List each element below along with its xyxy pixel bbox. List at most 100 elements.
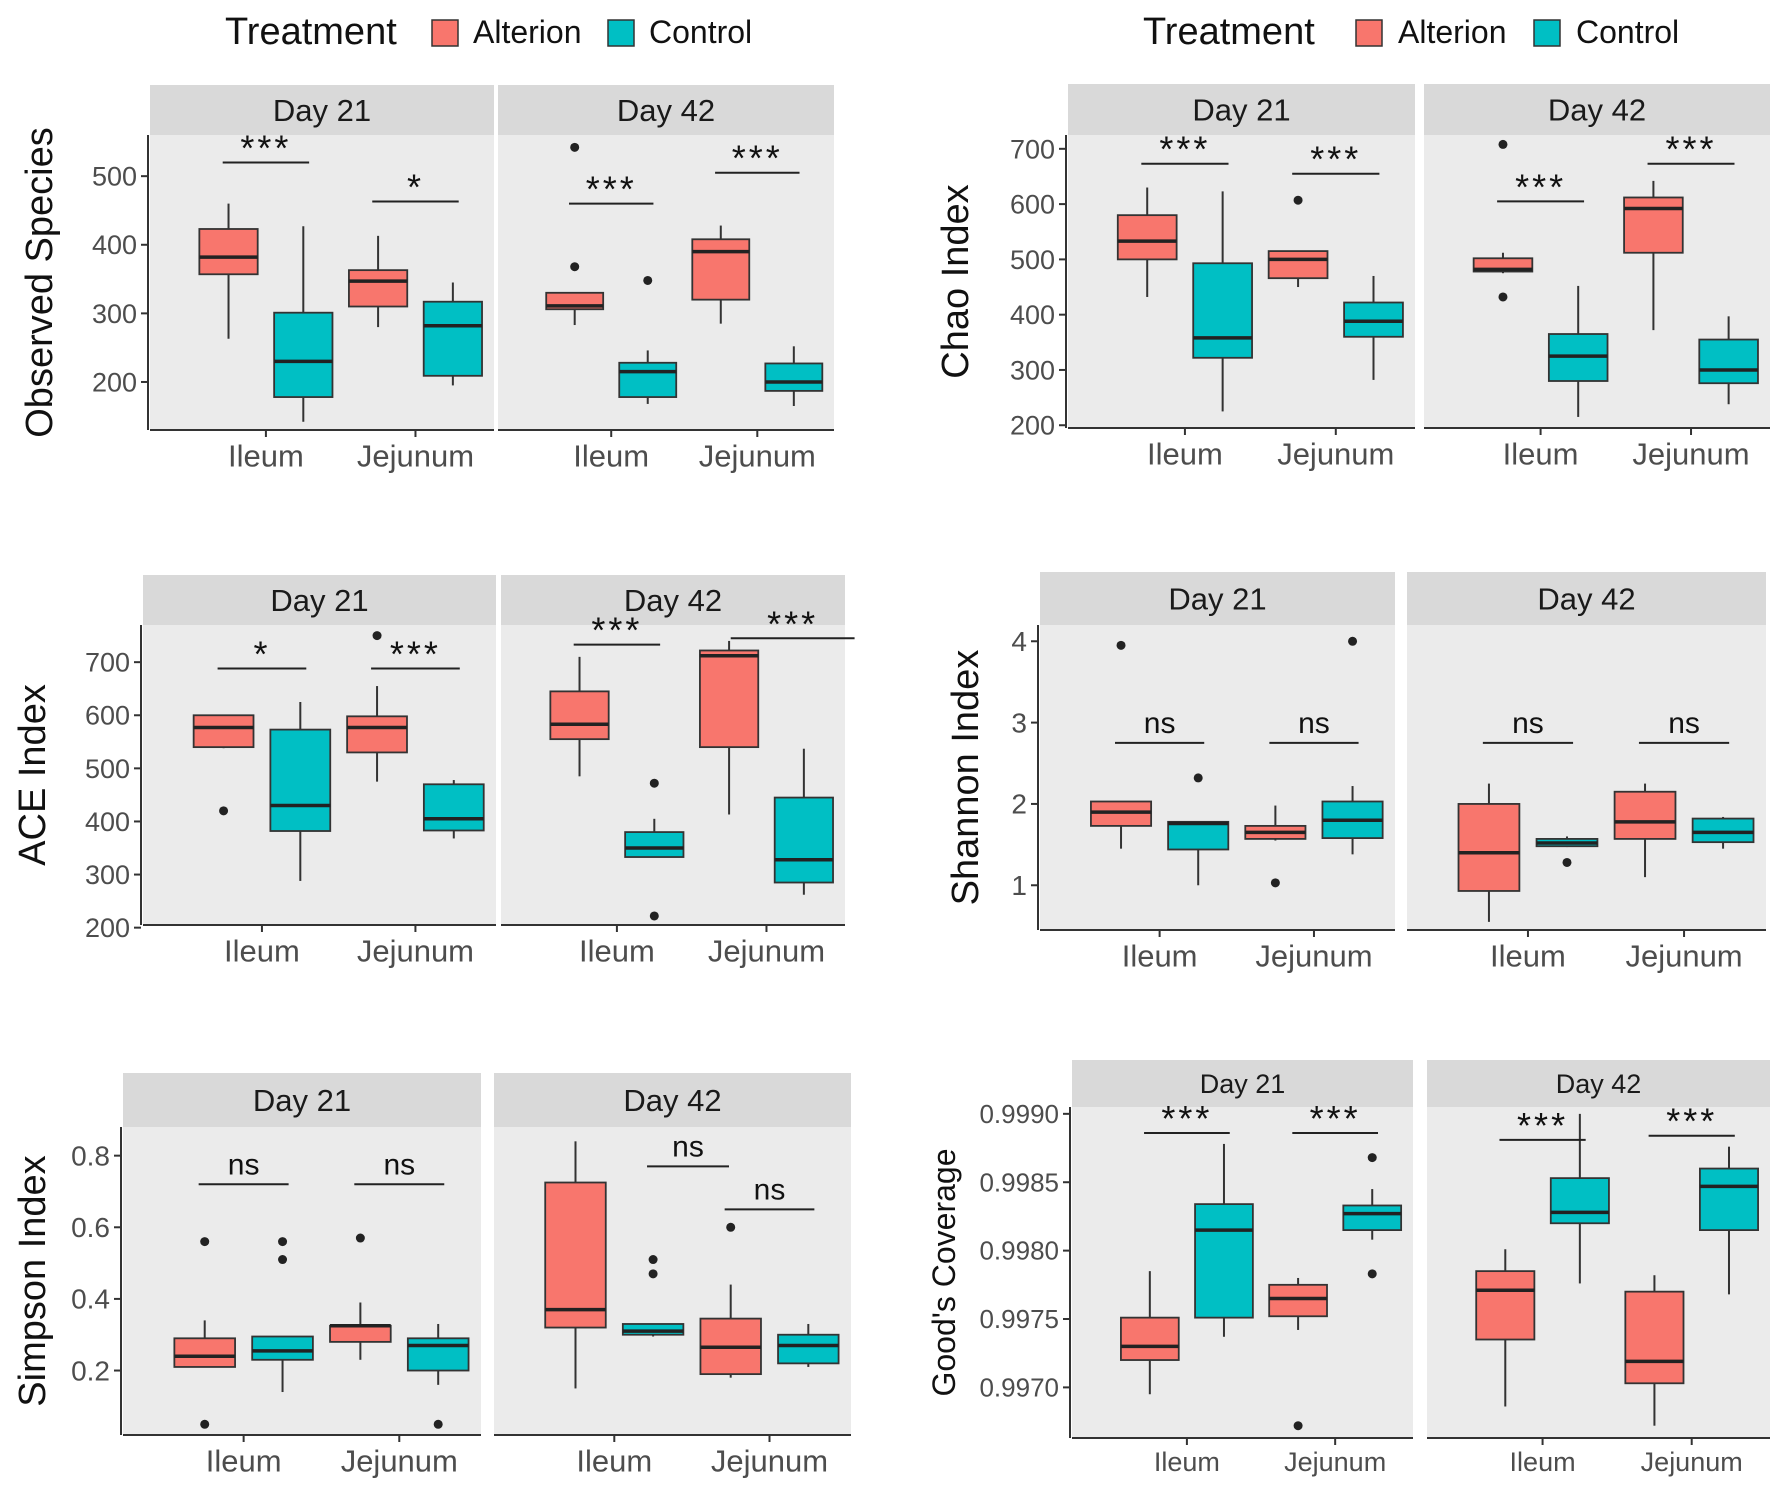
box-iqr [1549,1177,1610,1225]
facet-strip [498,85,834,135]
significance-label: *** [586,169,637,210]
outlier-point [726,1222,736,1232]
x-tick-label: Jejunum [1632,436,1749,471]
legend-left: Treatment Alterion Control [225,11,752,53]
box-alterion [173,1237,236,1429]
outlier-point [1498,139,1508,149]
box-alterion [1457,783,1521,922]
outlier-point [200,1237,210,1247]
box-iqr [1624,1290,1685,1385]
y-tick-label: 3 [1011,707,1027,738]
legend-swatch-control [1533,19,1561,47]
box-alterion [1267,195,1329,288]
box-control [422,780,485,839]
significance-label: ns [383,1148,415,1181]
facet-strip [123,1073,481,1127]
significance-label: *** [1161,1098,1212,1139]
box-iqr [251,1335,314,1361]
box-iqr [1698,338,1759,385]
significance-label: * [407,167,424,208]
box-control [1343,275,1404,380]
box-iqr [618,361,678,398]
x-tick-label: Ileum [1122,938,1198,973]
box-alterion [1624,1275,1685,1426]
outlier-point [278,1255,288,1265]
box-iqr [269,728,332,832]
facet-label: Day 42 [617,93,715,128]
y-tick-label: 2 [1011,789,1027,820]
outlier-point [355,1233,365,1243]
y-tick-label: 200 [1010,411,1055,441]
box-iqr [1691,817,1755,844]
x-tick-label: Jejunum [708,933,825,968]
box-alterion [1116,187,1178,297]
box-control [1167,773,1230,886]
box-iqr [173,1337,236,1368]
x-tick-label: Jejunum [1641,1447,1743,1477]
box-control [1549,1113,1610,1284]
box-iqr [192,714,255,749]
facet-panel: Day 21*** ***Ileum Jejunum [1072,1060,1413,1477]
box-alterion [699,640,760,815]
facet-label: Day 21 [253,1083,351,1118]
y-tick-label: 500 [85,754,130,784]
box-alterion [192,714,255,816]
outlier-point [372,631,382,641]
y-tick-label: 0.9985 [979,1167,1059,1197]
box-iqr [1192,262,1253,359]
facet-strip [1072,1060,1413,1107]
box-iqr [1167,820,1230,851]
outlier-point [219,806,229,816]
y-axis-label: Chao Index [935,184,977,378]
y-tick-label: 0.9970 [979,1372,1059,1402]
box-iqr [422,300,483,377]
significance-label: *** [1517,1105,1568,1146]
y-axis-label: ACE Index [12,684,54,866]
significance-label: ns [672,1130,704,1163]
box-control [764,346,824,406]
box-iqr [1613,790,1677,840]
box-control [1698,316,1759,405]
facet-strip [1040,572,1395,625]
facet-label: Day 42 [1556,1069,1642,1099]
box-iqr [422,783,485,832]
box-alterion [549,656,610,777]
significance-label: *** [591,610,642,651]
y-tick-label: 0.9980 [979,1236,1059,1266]
outlier-point [570,262,580,272]
box-alterion [1623,180,1684,331]
box-control [777,1323,840,1367]
outlier-point [648,1269,658,1279]
box-alterion [329,1233,392,1360]
significance-label: *** [1310,139,1361,180]
box-iqr [699,649,760,749]
box-alterion [699,1222,762,1378]
box-control [1691,816,1755,849]
x-tick-label: Jejunum [357,933,474,968]
box-iqr [1116,214,1178,261]
facet-label: Day 42 [623,1083,721,1118]
facet-strip [150,85,494,135]
box-iqr [198,228,259,276]
significance-label: ns [1298,707,1330,740]
y-tick-label: 400 [85,807,130,837]
box-control [624,778,685,921]
box-control [273,226,334,422]
facet-panel: Day 42 *** *** Ileum Jejunum [498,85,834,473]
outlier-point [278,1237,288,1247]
outlier-point [1562,857,1572,867]
significance-label: *** [240,127,291,168]
x-tick-label: Jejunum [1277,436,1394,471]
y-tick-label: 300 [1010,355,1055,385]
legend-title: Treatment [225,11,397,53]
facet-strip [501,575,845,625]
outlier-point [649,778,659,788]
box-iqr [1267,250,1329,280]
y-axis-label: Observed Species [19,127,61,438]
box-alterion [544,1141,607,1389]
facet-panel: Day 42 *** *** Ileum Jejunum [1427,1060,1770,1477]
significance-label: *** [1310,1098,1361,1139]
y-tick-label: 500 [1010,245,1055,275]
